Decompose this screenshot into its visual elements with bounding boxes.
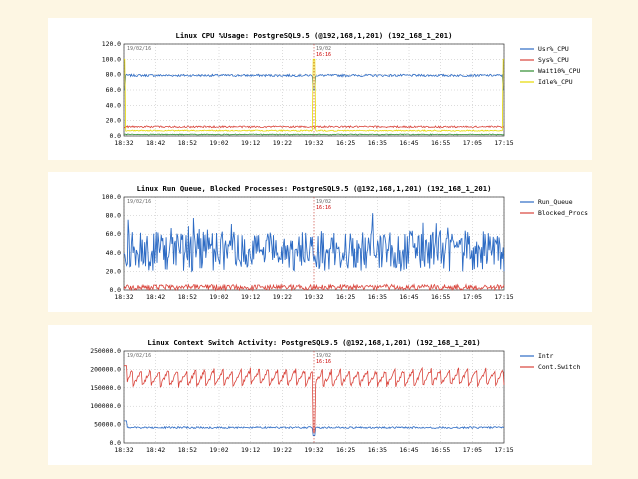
x-tick-label: 17:05 [463, 139, 482, 147]
legend-entry: Idle%_CPU [538, 78, 573, 86]
y-tick-label: 40.0 [106, 101, 122, 109]
date-label-mid-time: 16:16 [316, 52, 331, 58]
x-tick-label: 16:55 [431, 293, 450, 301]
x-tick-label: 17:15 [494, 293, 513, 301]
date-label-left: 19/02/16 [127, 199, 151, 205]
x-tick-label: 18:52 [178, 293, 197, 301]
legend-entry: Blocked_Procs [538, 209, 588, 217]
y-tick-label: 200000.0 [90, 365, 121, 373]
y-tick-label: 100.0 [102, 55, 121, 63]
x-tick-label: 18:42 [146, 293, 165, 301]
date-label-mid: 19/02 [316, 199, 331, 205]
run-queue-panel: Linux Run Queue, Blocked Processes: Post… [48, 172, 592, 312]
series-line-run-queue [123, 213, 505, 273]
x-tick-label: 19:12 [241, 446, 260, 454]
chart-svg: Linux CPU %Usage: PostgreSQL9.5 (@192,16… [102, 31, 581, 147]
date-label-mid-time: 16:16 [316, 205, 331, 211]
x-tick-label: 16:35 [368, 446, 387, 454]
x-tick-label: 16:35 [368, 139, 387, 147]
date-label-mid: 19/02 [316, 46, 331, 52]
y-tick-label: 20.0 [106, 117, 122, 125]
y-tick-label: 60.0 [106, 86, 122, 94]
x-tick-label: 19:32 [304, 293, 323, 301]
x-tick-label: 19:22 [273, 139, 292, 147]
x-tick-label: 17:15 [494, 139, 513, 147]
legend-entry: Cont.Switch [538, 363, 580, 371]
x-tick-label: 19:32 [304, 446, 323, 454]
x-tick-label: 18:52 [178, 139, 197, 147]
x-tick-label: 17:15 [494, 446, 513, 454]
series-line-cont-switch [124, 365, 505, 433]
y-tick-label: 60.0 [106, 230, 122, 238]
y-tick-label: 100000.0 [90, 402, 121, 410]
y-tick-label: 250000.0 [90, 347, 121, 355]
x-tick-label: 17:05 [463, 446, 482, 454]
x-tick-label: 18:52 [178, 446, 197, 454]
legend-entry: Run_Queue [538, 198, 573, 206]
x-tick-label: 19:22 [273, 293, 292, 301]
legend-entry: Sys%_CPU [538, 56, 569, 64]
x-tick-label: 16:45 [399, 139, 418, 147]
x-tick-label: 18:42 [146, 139, 165, 147]
chart-title: Linux Run Queue, Blocked Processes: Post… [137, 184, 492, 193]
x-tick-label: 19:12 [241, 139, 260, 147]
series-line-wait10-cpu [123, 133, 505, 136]
date-label-mid: 19/02 [316, 353, 331, 359]
y-tick-label: 0.0 [109, 439, 121, 447]
y-tick-label: 40.0 [106, 249, 122, 257]
x-tick-label: 19:22 [273, 446, 292, 454]
legend-entry: Wait10%_CPU [538, 67, 580, 75]
x-tick-label: 18:32 [114, 293, 133, 301]
legend-entry: Usr%_CPU [538, 45, 569, 53]
y-tick-label: 80.0 [106, 212, 122, 220]
x-tick-label: 16:25 [336, 446, 355, 454]
date-label-left: 19/02/16 [127, 46, 151, 52]
series-line-blocked-procs [123, 283, 505, 292]
chart-title: Linux CPU %Usage: PostgreSQL9.5 (@192,16… [176, 31, 453, 40]
series-line-usr-cpu [124, 73, 504, 91]
x-tick-label: 16:25 [336, 139, 355, 147]
series-line-sys-cpu [123, 125, 505, 129]
x-tick-label: 19:32 [304, 139, 323, 147]
date-label-mid-time: 16:16 [316, 359, 331, 365]
x-tick-label: 19:12 [241, 293, 260, 301]
y-tick-label: 100.0 [102, 193, 121, 201]
x-tick-label: 16:55 [431, 139, 450, 147]
cpu-usage-panel: Linux CPU %Usage: PostgreSQL9.5 (@192,16… [48, 18, 592, 160]
y-tick-label: 150000.0 [90, 384, 121, 392]
series-line-idle-cpu [124, 58, 504, 132]
y-tick-label: 50000.0 [94, 421, 121, 429]
y-tick-label: 20.0 [106, 267, 122, 275]
series-line-intr [124, 420, 504, 436]
legend-entry: Intr [538, 352, 554, 360]
date-label-left: 19/02/16 [127, 353, 151, 359]
x-tick-label: 19:02 [209, 139, 228, 147]
chart-svg: Linux Context Switch Activity: PostgreSQ… [90, 338, 580, 454]
y-tick-label: 0.0 [109, 132, 121, 140]
x-tick-label: 18:32 [114, 139, 133, 147]
y-tick-label: 120.0 [102, 40, 121, 48]
chart-svg: Linux Run Queue, Blocked Processes: Post… [102, 184, 588, 301]
x-tick-label: 16:55 [431, 446, 450, 454]
x-tick-label: 16:45 [399, 446, 418, 454]
context-switch-panel: Linux Context Switch Activity: PostgreSQ… [48, 325, 592, 465]
y-tick-label: 0.0 [109, 286, 121, 294]
x-tick-label: 16:35 [368, 293, 387, 301]
x-tick-label: 16:45 [399, 293, 418, 301]
x-tick-label: 19:02 [209, 293, 228, 301]
chart-title: Linux Context Switch Activity: PostgreSQ… [147, 338, 480, 347]
x-tick-label: 17:05 [463, 293, 482, 301]
x-tick-label: 19:02 [209, 446, 228, 454]
x-tick-label: 16:25 [336, 293, 355, 301]
x-tick-label: 18:32 [114, 446, 133, 454]
x-tick-label: 18:42 [146, 446, 165, 454]
y-tick-label: 80.0 [106, 71, 122, 79]
